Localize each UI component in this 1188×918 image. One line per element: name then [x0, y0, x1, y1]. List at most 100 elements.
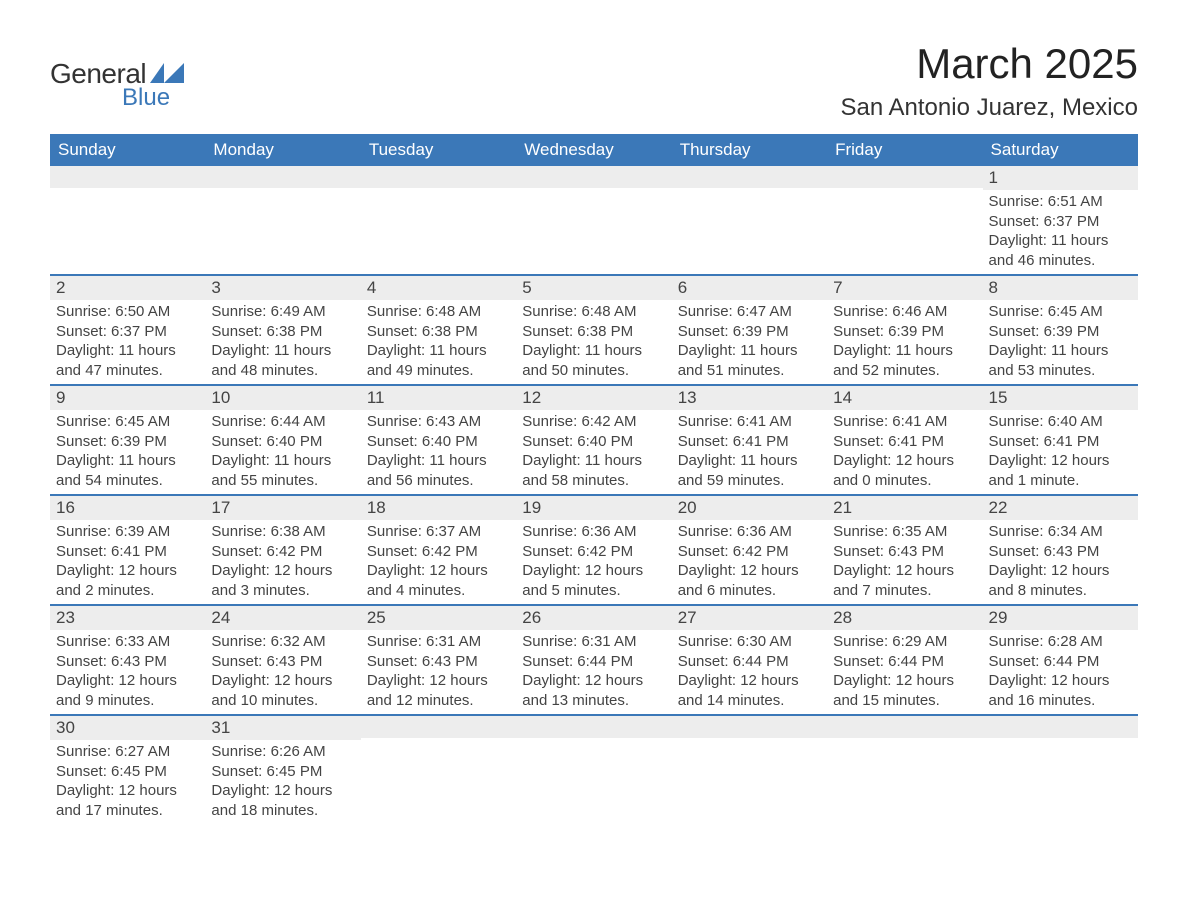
calendar-empty-cell: [361, 715, 516, 824]
calendar-day-cell: 15Sunrise: 6:40 AMSunset: 6:41 PMDayligh…: [983, 385, 1138, 495]
sunset-line: Sunset: 6:44 PM: [678, 652, 821, 672]
sunset-line: Sunset: 6:38 PM: [367, 322, 510, 342]
daylight-line: Daylight: 12 hours and 2 minutes.: [56, 561, 199, 600]
day-details: Sunrise: 6:35 AMSunset: 6:43 PMDaylight:…: [827, 520, 982, 604]
calendar-day-cell: 12Sunrise: 6:42 AMSunset: 6:40 PMDayligh…: [516, 385, 671, 495]
day-details: [672, 738, 827, 744]
day-number: [672, 166, 827, 188]
calendar-day-cell: 19Sunrise: 6:36 AMSunset: 6:42 PMDayligh…: [516, 495, 671, 605]
day-number: 30: [50, 716, 205, 740]
sunrise-line: Sunrise: 6:27 AM: [56, 742, 199, 762]
calendar-day-cell: 7Sunrise: 6:46 AMSunset: 6:39 PMDaylight…: [827, 275, 982, 385]
daylight-line: Daylight: 12 hours and 10 minutes.: [211, 671, 354, 710]
day-number: 27: [672, 606, 827, 630]
daylight-line: Daylight: 12 hours and 15 minutes.: [833, 671, 976, 710]
daylight-line: Daylight: 11 hours and 59 minutes.: [678, 451, 821, 490]
calendar-day-cell: 3Sunrise: 6:49 AMSunset: 6:38 PMDaylight…: [205, 275, 360, 385]
day-header: Saturday: [983, 134, 1138, 166]
day-number: 11: [361, 386, 516, 410]
day-details: [672, 188, 827, 194]
day-number: 22: [983, 496, 1138, 520]
daylight-line: Daylight: 12 hours and 9 minutes.: [56, 671, 199, 710]
day-number: 19: [516, 496, 671, 520]
daylight-line: Daylight: 12 hours and 16 minutes.: [989, 671, 1132, 710]
day-number: 15: [983, 386, 1138, 410]
sunrise-line: Sunrise: 6:46 AM: [833, 302, 976, 322]
sunrise-line: Sunrise: 6:41 AM: [678, 412, 821, 432]
day-header: Wednesday: [516, 134, 671, 166]
day-details: Sunrise: 6:46 AMSunset: 6:39 PMDaylight:…: [827, 300, 982, 384]
calendar-day-cell: 6Sunrise: 6:47 AMSunset: 6:39 PMDaylight…: [672, 275, 827, 385]
calendar-empty-cell: [516, 715, 671, 824]
day-details: [827, 738, 982, 744]
sunset-line: Sunset: 6:44 PM: [833, 652, 976, 672]
daylight-line: Daylight: 12 hours and 0 minutes.: [833, 451, 976, 490]
calendar-day-cell: 21Sunrise: 6:35 AMSunset: 6:43 PMDayligh…: [827, 495, 982, 605]
sunset-line: Sunset: 6:42 PM: [522, 542, 665, 562]
sunset-line: Sunset: 6:40 PM: [211, 432, 354, 452]
day-number: [983, 716, 1138, 738]
sunrise-line: Sunrise: 6:26 AM: [211, 742, 354, 762]
day-number: 23: [50, 606, 205, 630]
day-details: Sunrise: 6:43 AMSunset: 6:40 PMDaylight:…: [361, 410, 516, 494]
daylight-line: Daylight: 12 hours and 1 minute.: [989, 451, 1132, 490]
daylight-line: Daylight: 11 hours and 52 minutes.: [833, 341, 976, 380]
daylight-line: Daylight: 11 hours and 54 minutes.: [56, 451, 199, 490]
calendar-empty-cell: [983, 715, 1138, 824]
sunrise-line: Sunrise: 6:41 AM: [833, 412, 976, 432]
day-details: Sunrise: 6:26 AMSunset: 6:45 PMDaylight:…: [205, 740, 360, 824]
calendar-day-cell: 16Sunrise: 6:39 AMSunset: 6:41 PMDayligh…: [50, 495, 205, 605]
sunset-line: Sunset: 6:43 PM: [211, 652, 354, 672]
day-number: 29: [983, 606, 1138, 630]
day-number: [361, 166, 516, 188]
calendar-week-row: 30Sunrise: 6:27 AMSunset: 6:45 PMDayligh…: [50, 715, 1138, 824]
sunrise-line: Sunrise: 6:34 AM: [989, 522, 1132, 542]
sunset-line: Sunset: 6:42 PM: [367, 542, 510, 562]
day-details: Sunrise: 6:44 AMSunset: 6:40 PMDaylight:…: [205, 410, 360, 494]
sunrise-line: Sunrise: 6:33 AM: [56, 632, 199, 652]
calendar-empty-cell: [205, 166, 360, 275]
day-details: [361, 188, 516, 194]
calendar-day-cell: 8Sunrise: 6:45 AMSunset: 6:39 PMDaylight…: [983, 275, 1138, 385]
sunset-line: Sunset: 6:40 PM: [522, 432, 665, 452]
day-number: 4: [361, 276, 516, 300]
calendar-day-cell: 4Sunrise: 6:48 AMSunset: 6:38 PMDaylight…: [361, 275, 516, 385]
sunset-line: Sunset: 6:42 PM: [211, 542, 354, 562]
daylight-line: Daylight: 12 hours and 3 minutes.: [211, 561, 354, 600]
day-number: 2: [50, 276, 205, 300]
day-details: Sunrise: 6:29 AMSunset: 6:44 PMDaylight:…: [827, 630, 982, 714]
day-details: Sunrise: 6:45 AMSunset: 6:39 PMDaylight:…: [50, 410, 205, 494]
day-details: Sunrise: 6:51 AMSunset: 6:37 PMDaylight:…: [983, 190, 1138, 274]
day-number: 10: [205, 386, 360, 410]
daylight-line: Daylight: 11 hours and 49 minutes.: [367, 341, 510, 380]
calendar-day-cell: 14Sunrise: 6:41 AMSunset: 6:41 PMDayligh…: [827, 385, 982, 495]
sunrise-line: Sunrise: 6:38 AM: [211, 522, 354, 542]
day-details: Sunrise: 6:34 AMSunset: 6:43 PMDaylight:…: [983, 520, 1138, 604]
day-details: Sunrise: 6:45 AMSunset: 6:39 PMDaylight:…: [983, 300, 1138, 384]
day-details: Sunrise: 6:31 AMSunset: 6:44 PMDaylight:…: [516, 630, 671, 714]
sunrise-line: Sunrise: 6:45 AM: [56, 412, 199, 432]
daylight-line: Daylight: 11 hours and 47 minutes.: [56, 341, 199, 380]
daylight-line: Daylight: 12 hours and 5 minutes.: [522, 561, 665, 600]
day-number: 21: [827, 496, 982, 520]
daylight-line: Daylight: 11 hours and 53 minutes.: [989, 341, 1132, 380]
sunset-line: Sunset: 6:37 PM: [56, 322, 199, 342]
day-number: 14: [827, 386, 982, 410]
day-number: [361, 716, 516, 738]
daylight-line: Daylight: 11 hours and 56 minutes.: [367, 451, 510, 490]
sunset-line: Sunset: 6:39 PM: [56, 432, 199, 452]
day-number: [827, 166, 982, 188]
sunset-line: Sunset: 6:43 PM: [56, 652, 199, 672]
calendar-day-cell: 9Sunrise: 6:45 AMSunset: 6:39 PMDaylight…: [50, 385, 205, 495]
daylight-line: Daylight: 12 hours and 18 minutes.: [211, 781, 354, 820]
daylight-line: Daylight: 11 hours and 50 minutes.: [522, 341, 665, 380]
calendar-day-cell: 30Sunrise: 6:27 AMSunset: 6:45 PMDayligh…: [50, 715, 205, 824]
day-details: Sunrise: 6:37 AMSunset: 6:42 PMDaylight:…: [361, 520, 516, 604]
daylight-line: Daylight: 12 hours and 6 minutes.: [678, 561, 821, 600]
day-details: Sunrise: 6:28 AMSunset: 6:44 PMDaylight:…: [983, 630, 1138, 714]
day-details: Sunrise: 6:48 AMSunset: 6:38 PMDaylight:…: [516, 300, 671, 384]
day-number: [827, 716, 982, 738]
day-number: 13: [672, 386, 827, 410]
daylight-line: Daylight: 11 hours and 51 minutes.: [678, 341, 821, 380]
calendar-day-cell: 23Sunrise: 6:33 AMSunset: 6:43 PMDayligh…: [50, 605, 205, 715]
